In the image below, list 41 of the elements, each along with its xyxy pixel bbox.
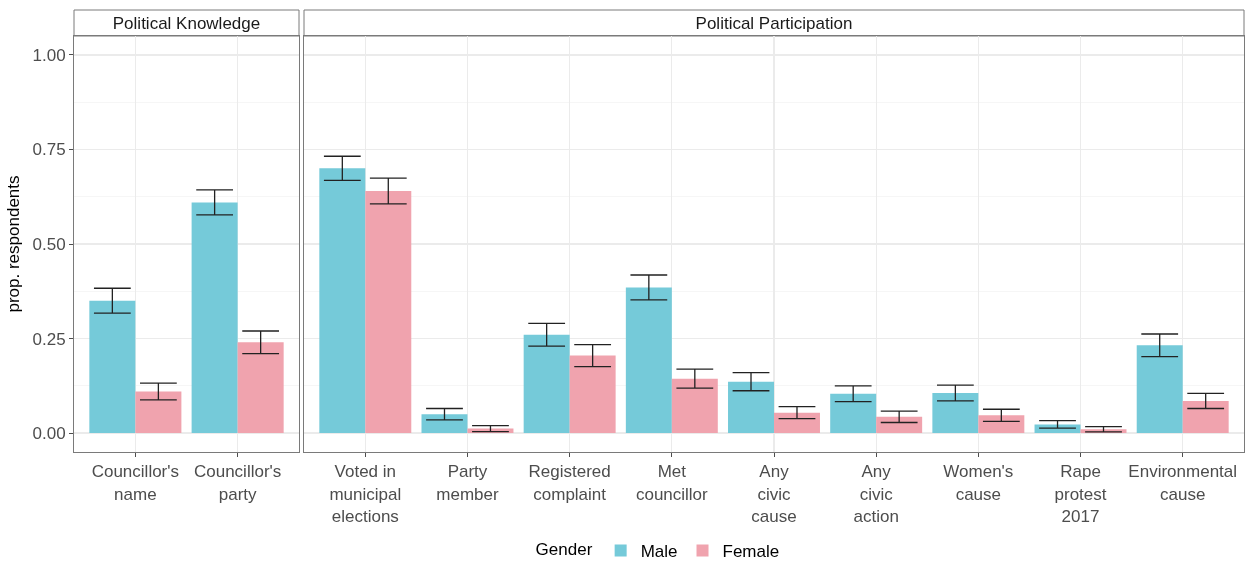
bar	[875, 416, 922, 434]
bar	[89, 300, 136, 434]
bar	[625, 287, 672, 434]
y-tick-label: 0.00	[32, 424, 66, 444]
bar	[978, 415, 1025, 434]
x-tick-label: Met councillor	[635, 462, 708, 504]
bar	[671, 378, 718, 434]
x-tick-label: Environmental cause	[1128, 462, 1237, 504]
y-tick-label: 1.00	[32, 45, 66, 65]
bar	[830, 393, 876, 434]
y-tick-label: 0.75	[32, 140, 66, 160]
y-tick-label: 0.25	[32, 329, 66, 349]
chart-title: Political Knowledge	[112, 13, 261, 33]
x-tick-label: Rape protest 2017	[1054, 462, 1107, 526]
bar	[135, 391, 182, 434]
bar	[932, 393, 979, 434]
x-tick-label: Registered complaint	[528, 462, 611, 504]
bar	[773, 412, 820, 434]
x-tick-label: Any civic cause	[751, 462, 797, 526]
bar	[365, 191, 412, 434]
bar	[727, 381, 774, 434]
chart-title: Political Participation	[695, 13, 853, 33]
bar	[1182, 400, 1229, 434]
legend-title: Gender	[535, 540, 593, 560]
bar	[523, 334, 570, 434]
x-tick-label: Women's cause	[943, 462, 1014, 504]
bar	[237, 342, 284, 434]
x-tick-label: Councillor's name	[91, 462, 180, 504]
x-tick-label: Voted in municipal elections	[329, 462, 402, 526]
y-axis-title: prop. respondents	[4, 175, 24, 313]
bar	[569, 355, 616, 434]
y-tick-label: 0.50	[32, 234, 66, 254]
x-tick-label: Any civic action	[853, 462, 899, 526]
bar	[191, 202, 238, 434]
bar	[1136, 345, 1183, 434]
bar	[1034, 424, 1081, 434]
legend-label: Male	[640, 542, 678, 562]
bar	[319, 168, 366, 434]
x-tick-label: Councillor's party	[193, 462, 282, 504]
legend-label: Female	[722, 542, 780, 562]
x-tick-label: Party member	[436, 462, 499, 504]
